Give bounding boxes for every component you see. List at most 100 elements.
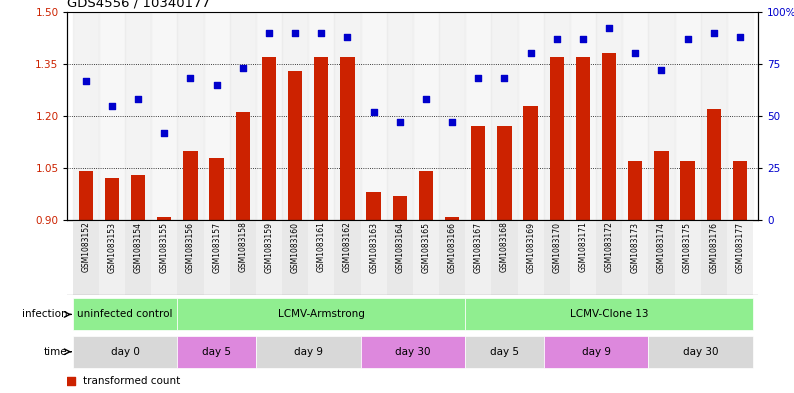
- Text: infection: infection: [22, 309, 67, 320]
- Bar: [151, 220, 177, 295]
- Text: GSM1083168: GSM1083168: [500, 222, 509, 272]
- Point: [289, 29, 302, 36]
- Bar: [413, 220, 439, 295]
- Point: [132, 96, 145, 103]
- Bar: [288, 71, 303, 220]
- Bar: [73, 220, 99, 295]
- Bar: [157, 217, 172, 220]
- Bar: [654, 151, 669, 220]
- Point: [158, 129, 171, 136]
- Point: [707, 29, 720, 36]
- Point: [184, 75, 197, 82]
- Point: [576, 36, 589, 42]
- Text: GSM1083167: GSM1083167: [474, 222, 483, 273]
- Bar: [177, 299, 465, 330]
- Point: [498, 75, 511, 82]
- Text: GSM1083176: GSM1083176: [709, 222, 719, 273]
- Text: GDS4556 / 10340177: GDS4556 / 10340177: [67, 0, 210, 9]
- Bar: [622, 220, 649, 295]
- Bar: [439, 220, 465, 295]
- Bar: [177, 336, 256, 368]
- Bar: [256, 220, 282, 295]
- Bar: [570, 220, 596, 295]
- Text: GSM1083160: GSM1083160: [291, 222, 299, 273]
- Point: [106, 102, 118, 108]
- Point: [681, 36, 694, 42]
- Bar: [649, 336, 753, 368]
- Bar: [256, 336, 360, 368]
- Bar: [707, 109, 721, 220]
- Bar: [308, 12, 334, 220]
- Text: day 30: day 30: [395, 347, 430, 357]
- Bar: [308, 220, 334, 295]
- Bar: [387, 12, 413, 220]
- Bar: [675, 12, 700, 220]
- Point: [79, 77, 92, 84]
- Bar: [544, 220, 570, 295]
- Bar: [203, 220, 229, 295]
- Point: [524, 50, 537, 57]
- Bar: [727, 12, 753, 220]
- Point: [603, 25, 615, 31]
- Text: GSM1083163: GSM1083163: [369, 222, 378, 273]
- Bar: [73, 12, 99, 220]
- Text: GSM1083157: GSM1083157: [212, 222, 222, 273]
- Bar: [491, 220, 518, 295]
- Bar: [177, 12, 203, 220]
- Text: GSM1083154: GSM1083154: [133, 222, 143, 273]
- Point: [472, 75, 484, 82]
- Text: day 9: day 9: [581, 347, 611, 357]
- Bar: [125, 12, 151, 220]
- Bar: [649, 220, 675, 295]
- Text: LCMV-Clone 13: LCMV-Clone 13: [570, 309, 649, 320]
- Text: GSM1083165: GSM1083165: [422, 222, 430, 273]
- Bar: [177, 220, 203, 295]
- Bar: [229, 220, 256, 295]
- Bar: [700, 220, 727, 295]
- Bar: [413, 12, 439, 220]
- Text: GSM1083164: GSM1083164: [395, 222, 404, 273]
- Bar: [649, 12, 675, 220]
- Bar: [727, 220, 753, 295]
- Bar: [183, 151, 198, 220]
- Bar: [471, 127, 485, 220]
- Text: GSM1083162: GSM1083162: [343, 222, 352, 272]
- Text: GSM1083153: GSM1083153: [107, 222, 117, 273]
- Point: [315, 29, 328, 36]
- Bar: [596, 220, 622, 295]
- Bar: [445, 217, 459, 220]
- Bar: [465, 299, 753, 330]
- Bar: [544, 12, 570, 220]
- Bar: [523, 105, 538, 220]
- Text: GSM1083172: GSM1083172: [604, 222, 614, 272]
- Text: GSM1083175: GSM1083175: [683, 222, 692, 273]
- Text: day 30: day 30: [683, 347, 719, 357]
- Bar: [73, 336, 177, 368]
- Bar: [73, 299, 177, 330]
- Bar: [465, 12, 491, 220]
- Bar: [700, 12, 727, 220]
- Bar: [465, 336, 544, 368]
- Text: time: time: [44, 347, 67, 357]
- Text: GSM1083158: GSM1083158: [238, 222, 247, 272]
- Point: [655, 67, 668, 73]
- Text: GSM1083156: GSM1083156: [186, 222, 195, 273]
- Bar: [360, 336, 465, 368]
- Bar: [236, 112, 250, 220]
- Point: [734, 34, 746, 40]
- Text: transformed count: transformed count: [83, 376, 180, 386]
- Text: GSM1083173: GSM1083173: [630, 222, 640, 273]
- Bar: [256, 12, 282, 220]
- Bar: [387, 220, 413, 295]
- Text: day 9: day 9: [294, 347, 322, 357]
- Bar: [360, 220, 387, 295]
- Point: [629, 50, 642, 57]
- Point: [263, 29, 276, 36]
- Point: [550, 36, 563, 42]
- Bar: [602, 53, 616, 220]
- Bar: [570, 12, 596, 220]
- Bar: [79, 171, 93, 220]
- Text: GSM1083161: GSM1083161: [317, 222, 326, 272]
- Bar: [262, 57, 276, 220]
- Bar: [491, 12, 518, 220]
